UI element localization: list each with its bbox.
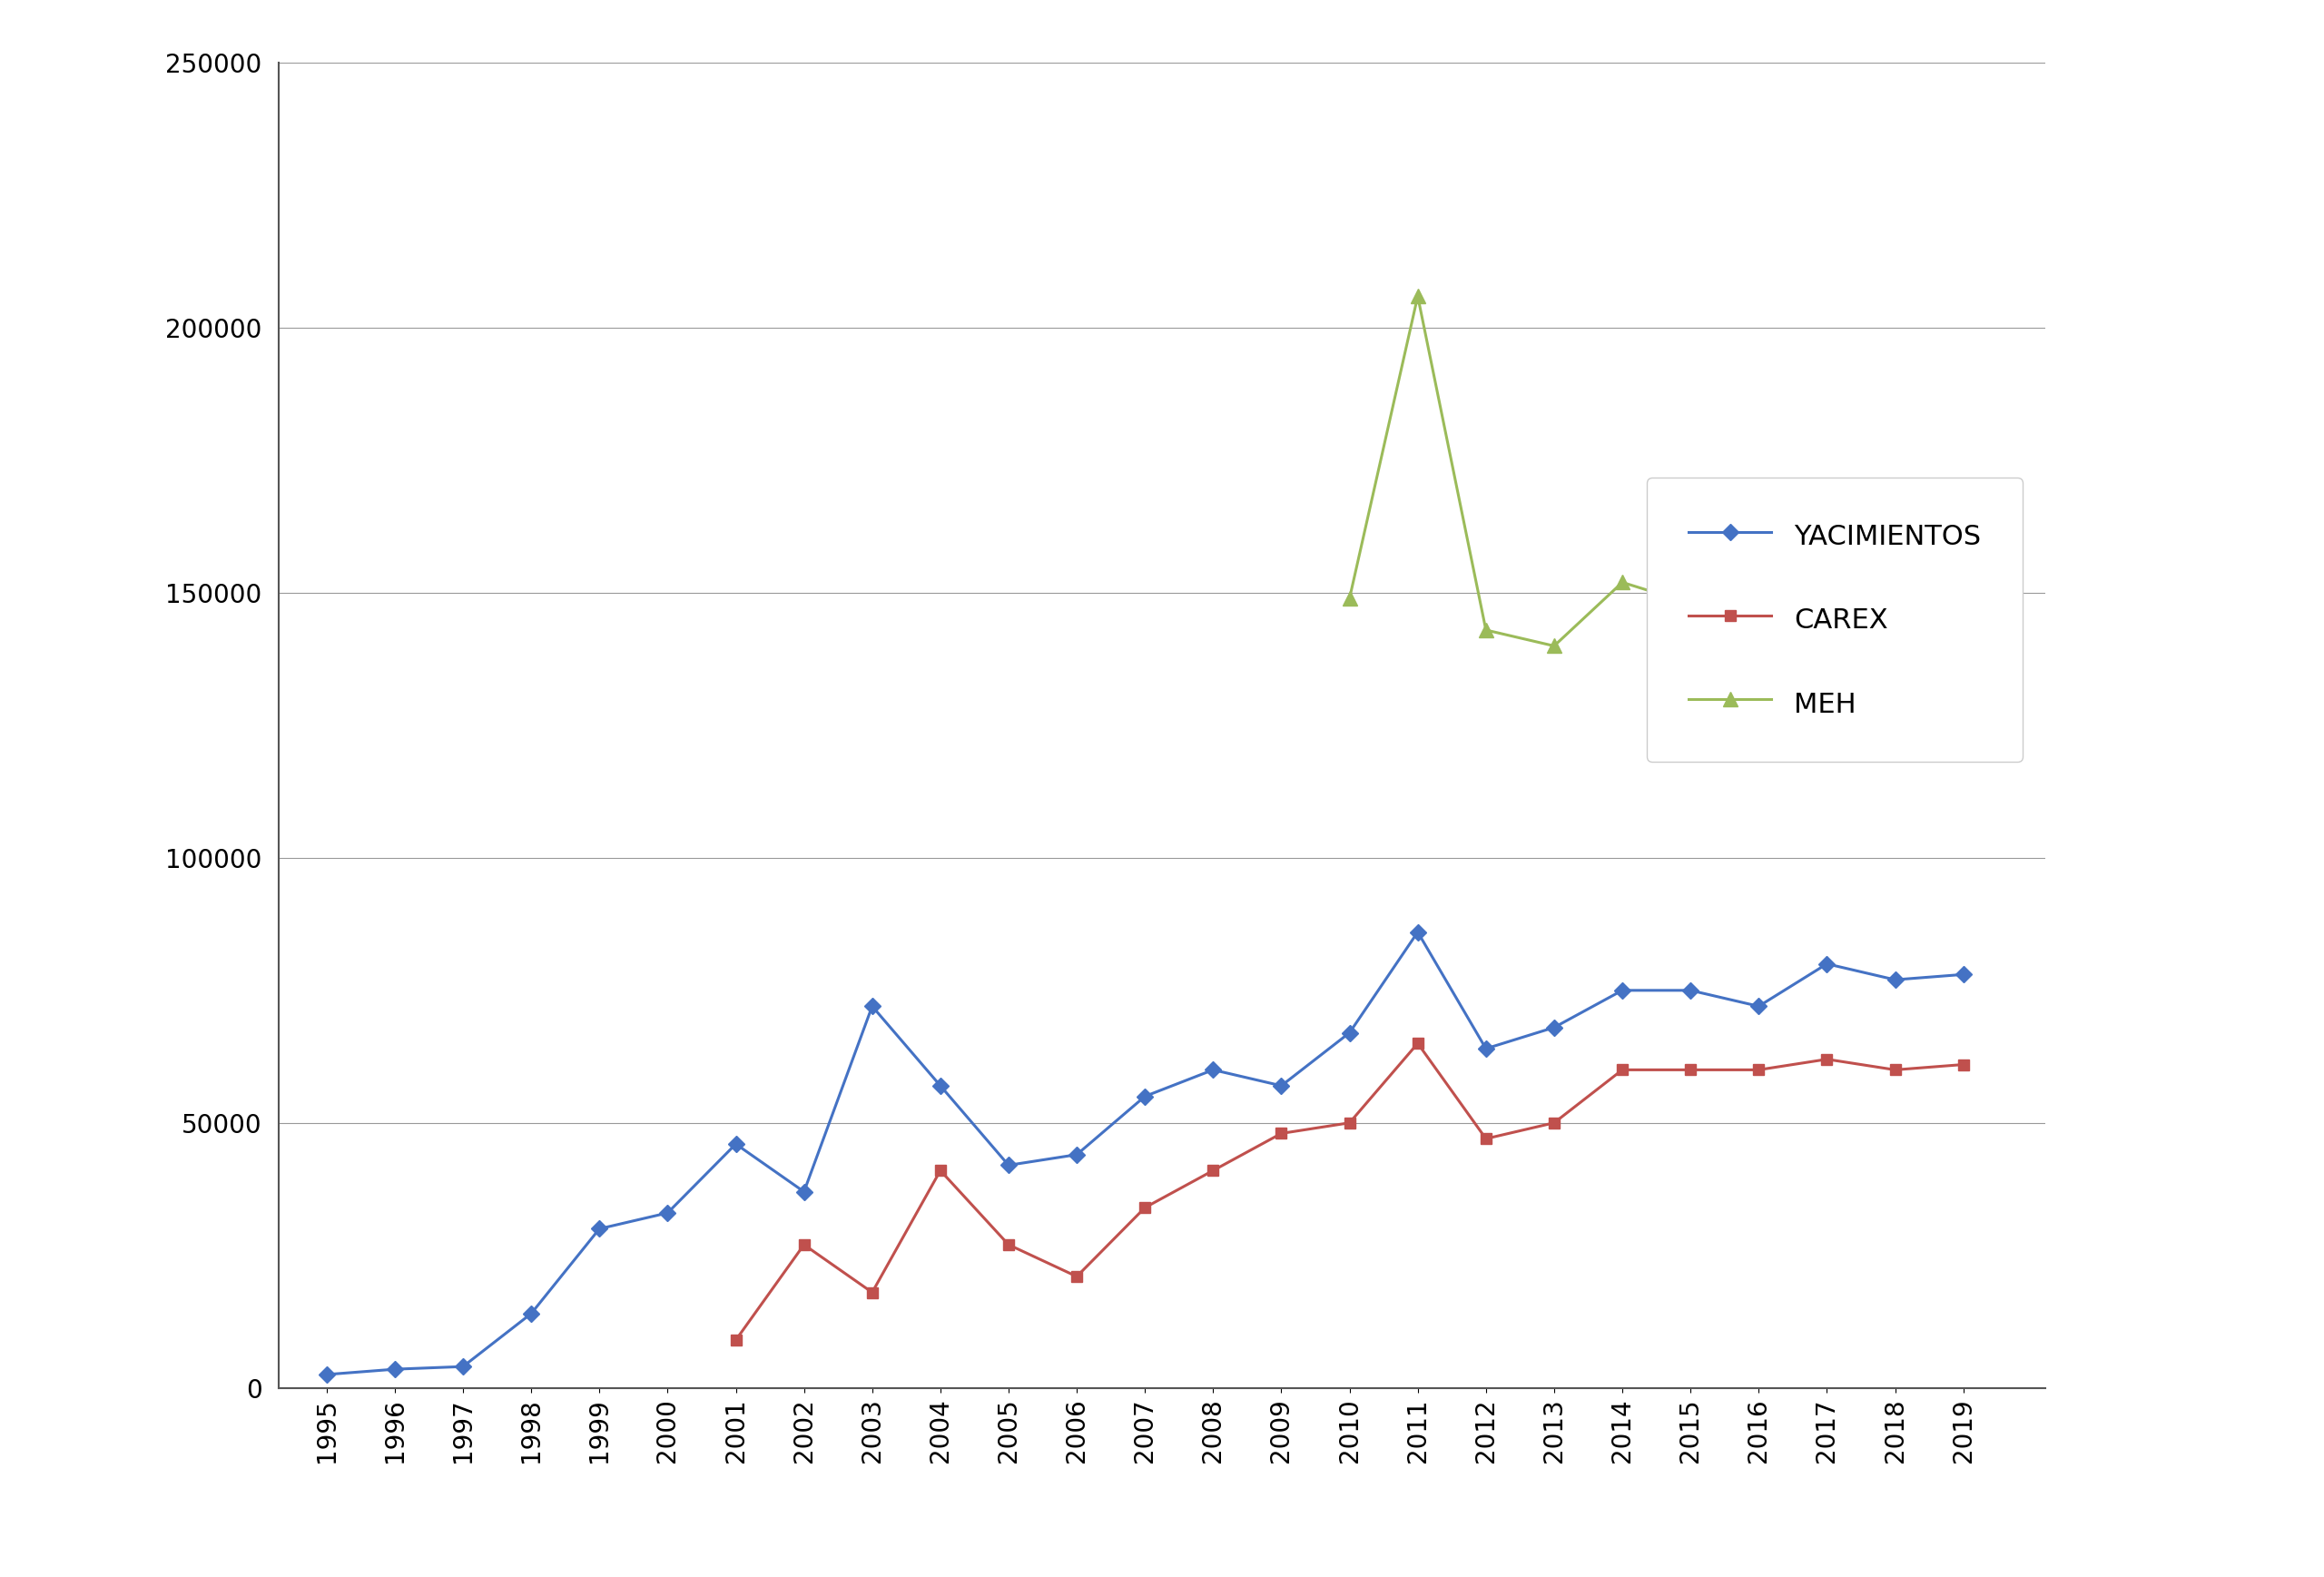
- CAREX: [1745, 1060, 1773, 1079]
- YACIMIENTOS: [1336, 1023, 1364, 1042]
- YACIMIENTOS: [790, 1183, 818, 1202]
- YACIMIENTOS: [1745, 997, 1773, 1016]
- MEH: [1404, 287, 1432, 306]
- MEH: [1676, 595, 1703, 613]
- CAREX: [858, 1284, 885, 1303]
- MEH: [1471, 621, 1499, 640]
- YACIMIENTOS: [1608, 981, 1636, 1000]
- YACIMIENTOS: [723, 1134, 751, 1153]
- YACIMIENTOS: [1199, 1060, 1227, 1079]
- YACIMIENTOS: [1404, 923, 1432, 941]
- YACIMIENTOS: [314, 1366, 342, 1385]
- YACIMIENTOS: [927, 1076, 955, 1094]
- MEH: [1813, 579, 1841, 598]
- YACIMIENTOS: [1267, 1076, 1294, 1094]
- YACIMIENTOS: [1950, 965, 1978, 984]
- MEH: [1880, 579, 1908, 598]
- YACIMIENTOS: [1062, 1145, 1090, 1164]
- Line: MEH: MEH: [1343, 289, 1971, 653]
- Line: CAREX: CAREX: [730, 1038, 1968, 1345]
- CAREX: [1199, 1161, 1227, 1180]
- CAREX: [1608, 1060, 1636, 1079]
- YACIMIENTOS: [1541, 1019, 1569, 1038]
- CAREX: [1950, 1055, 1978, 1074]
- MEH: [1541, 637, 1569, 656]
- YACIMIENTOS: [1880, 970, 1908, 989]
- CAREX: [1132, 1199, 1160, 1217]
- CAREX: [1267, 1124, 1294, 1143]
- YACIMIENTOS: [1676, 981, 1703, 1000]
- CAREX: [1880, 1060, 1908, 1079]
- CAREX: [1813, 1050, 1841, 1069]
- YACIMIENTOS: [381, 1359, 409, 1378]
- YACIMIENTOS: [653, 1203, 681, 1222]
- YACIMIENTOS: [586, 1219, 614, 1238]
- YACIMIENTOS: [1132, 1087, 1160, 1105]
- MEH: [1950, 572, 1978, 591]
- MEH: [1336, 588, 1364, 607]
- Legend: YACIMIENTOS, CAREX, MEH: YACIMIENTOS, CAREX, MEH: [1648, 478, 2022, 762]
- YACIMIENTOS: [518, 1304, 546, 1323]
- CAREX: [1541, 1113, 1569, 1132]
- YACIMIENTOS: [858, 997, 885, 1016]
- CAREX: [995, 1235, 1023, 1254]
- CAREX: [1062, 1266, 1090, 1285]
- Line: YACIMIENTOS: YACIMIENTOS: [321, 926, 1968, 1380]
- CAREX: [927, 1161, 955, 1180]
- YACIMIENTOS: [1471, 1039, 1499, 1058]
- YACIMIENTOS: [1813, 954, 1841, 973]
- CAREX: [1471, 1129, 1499, 1148]
- MEH: [1608, 572, 1636, 591]
- YACIMIENTOS: [449, 1358, 476, 1377]
- YACIMIENTOS: [995, 1156, 1023, 1175]
- CAREX: [1676, 1060, 1703, 1079]
- CAREX: [723, 1331, 751, 1350]
- CAREX: [1404, 1035, 1432, 1053]
- CAREX: [1336, 1113, 1364, 1132]
- CAREX: [790, 1235, 818, 1254]
- MEH: [1745, 583, 1773, 602]
